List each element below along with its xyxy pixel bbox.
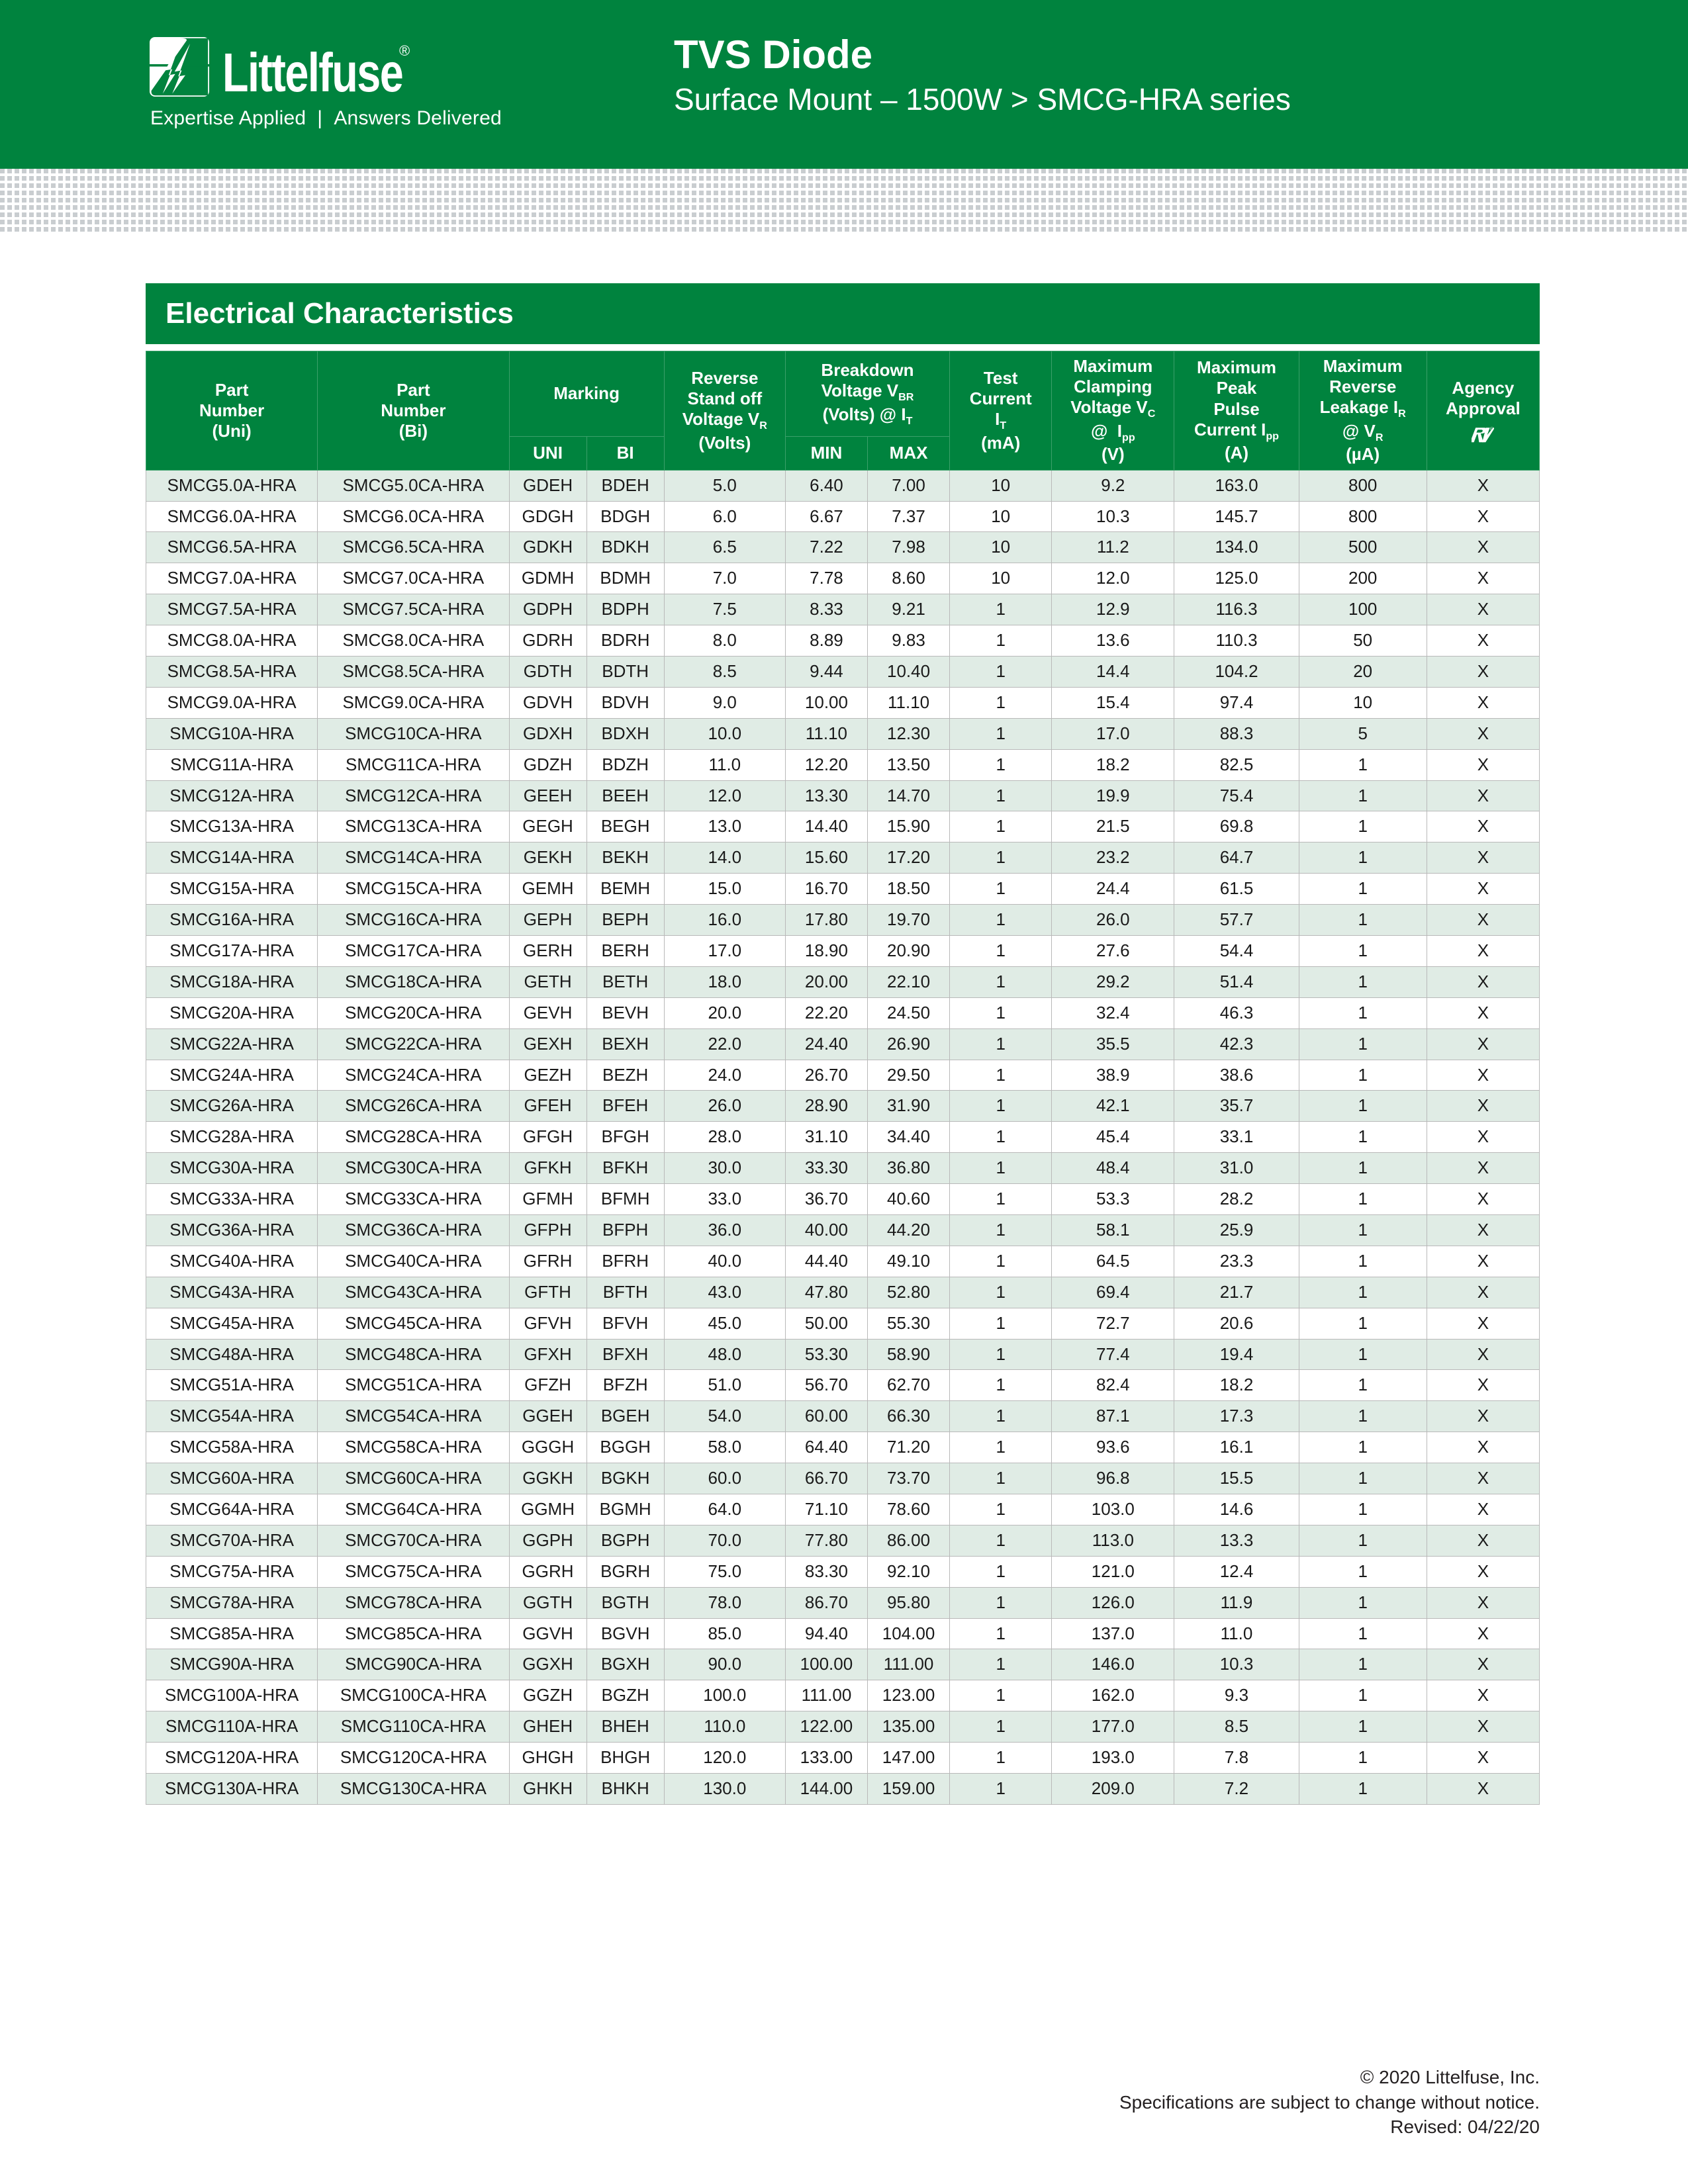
svg-text:R: R	[1491, 428, 1493, 430]
